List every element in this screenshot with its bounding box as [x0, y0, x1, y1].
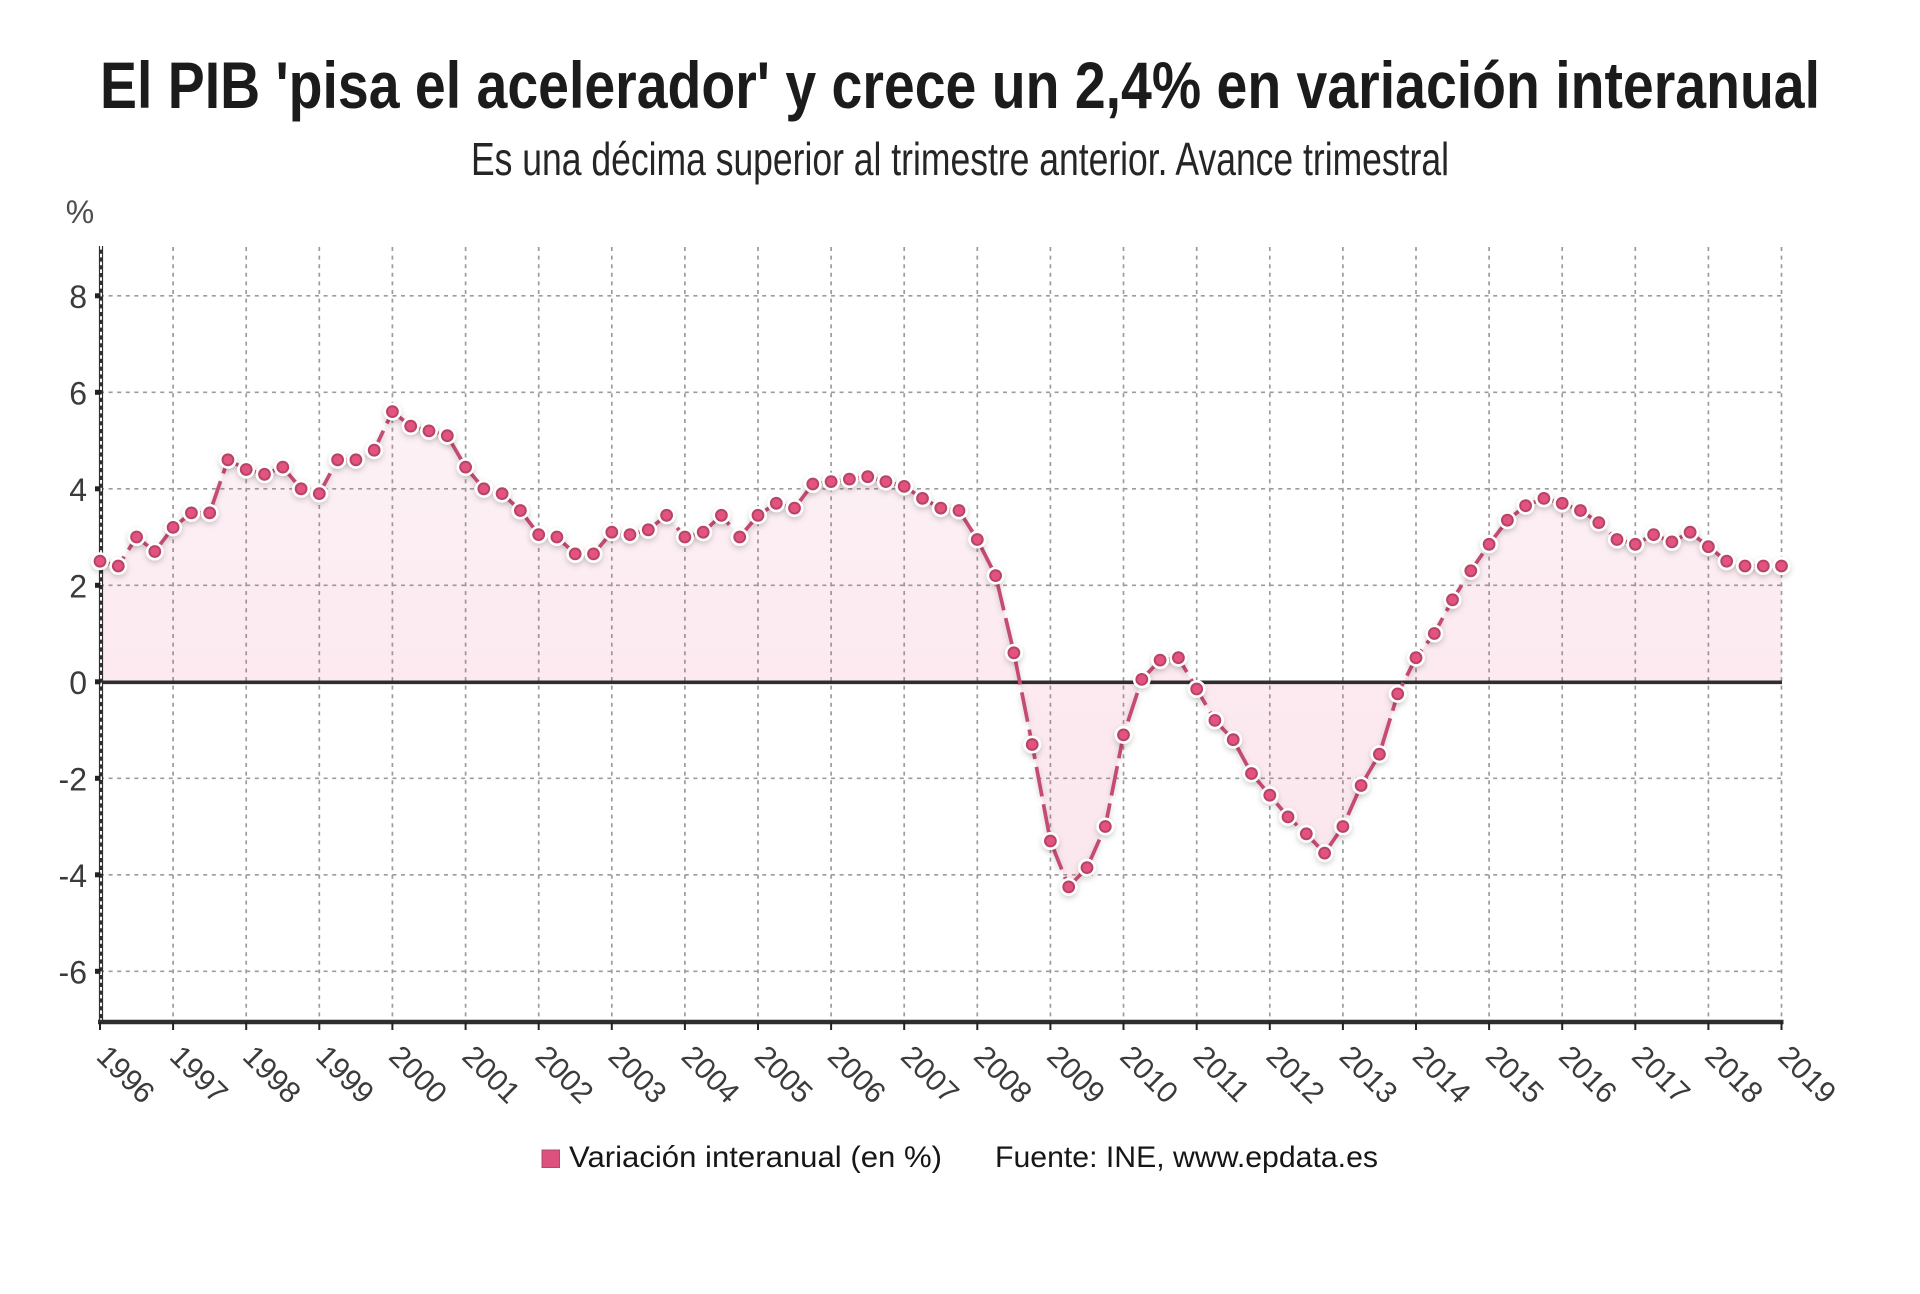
- svg-text:-4: -4: [59, 858, 87, 894]
- svg-text:2009: 2009: [1040, 1040, 1111, 1111]
- svg-text:El PIB 'pisa el acelerador' y: El PIB 'pisa el acelerador' y crece un 2…: [100, 48, 1820, 122]
- svg-text:6: 6: [69, 375, 87, 411]
- svg-text:2000: 2000: [382, 1040, 453, 1111]
- svg-text:%: %: [66, 194, 94, 230]
- svg-text:2017: 2017: [1625, 1040, 1696, 1111]
- svg-text:2008: 2008: [967, 1040, 1038, 1111]
- svg-text:-6: -6: [59, 954, 87, 990]
- svg-text:2001: 2001: [456, 1040, 527, 1111]
- svg-text:8: 8: [69, 279, 87, 315]
- svg-text:2: 2: [69, 568, 87, 604]
- svg-text:Variación interanual (en %): Variación interanual (en %): [569, 1141, 942, 1174]
- svg-text:2005: 2005: [748, 1040, 819, 1111]
- svg-text:2004: 2004: [675, 1040, 746, 1111]
- svg-text:2003: 2003: [602, 1040, 673, 1111]
- svg-text:0: 0: [69, 665, 87, 701]
- svg-text:2011: 2011: [1187, 1040, 1256, 1109]
- svg-text:1996: 1996: [90, 1040, 161, 1111]
- svg-text:2013: 2013: [1333, 1040, 1404, 1111]
- svg-text:2006: 2006: [821, 1040, 892, 1111]
- svg-text:1997: 1997: [163, 1040, 234, 1111]
- svg-text:2014: 2014: [1406, 1040, 1477, 1111]
- svg-text:2019: 2019: [1772, 1040, 1843, 1111]
- svg-text:4: 4: [69, 472, 87, 508]
- svg-text:2018: 2018: [1698, 1040, 1769, 1111]
- svg-text:2015: 2015: [1479, 1040, 1550, 1111]
- svg-text:Es una décima superior al trim: Es una décima superior al trimestre ante…: [471, 133, 1449, 185]
- svg-text:1999: 1999: [309, 1040, 380, 1111]
- svg-text:2002: 2002: [529, 1040, 600, 1111]
- svg-text:1998: 1998: [236, 1040, 307, 1111]
- svg-text:2012: 2012: [1260, 1040, 1331, 1111]
- svg-text:-2: -2: [59, 761, 87, 797]
- svg-text:2016: 2016: [1552, 1040, 1623, 1111]
- svg-text:2007: 2007: [894, 1040, 965, 1111]
- svg-text:Fuente: INE, www.epdata.es: Fuente: INE, www.epdata.es: [995, 1141, 1378, 1174]
- svg-text:2010: 2010: [1114, 1040, 1185, 1111]
